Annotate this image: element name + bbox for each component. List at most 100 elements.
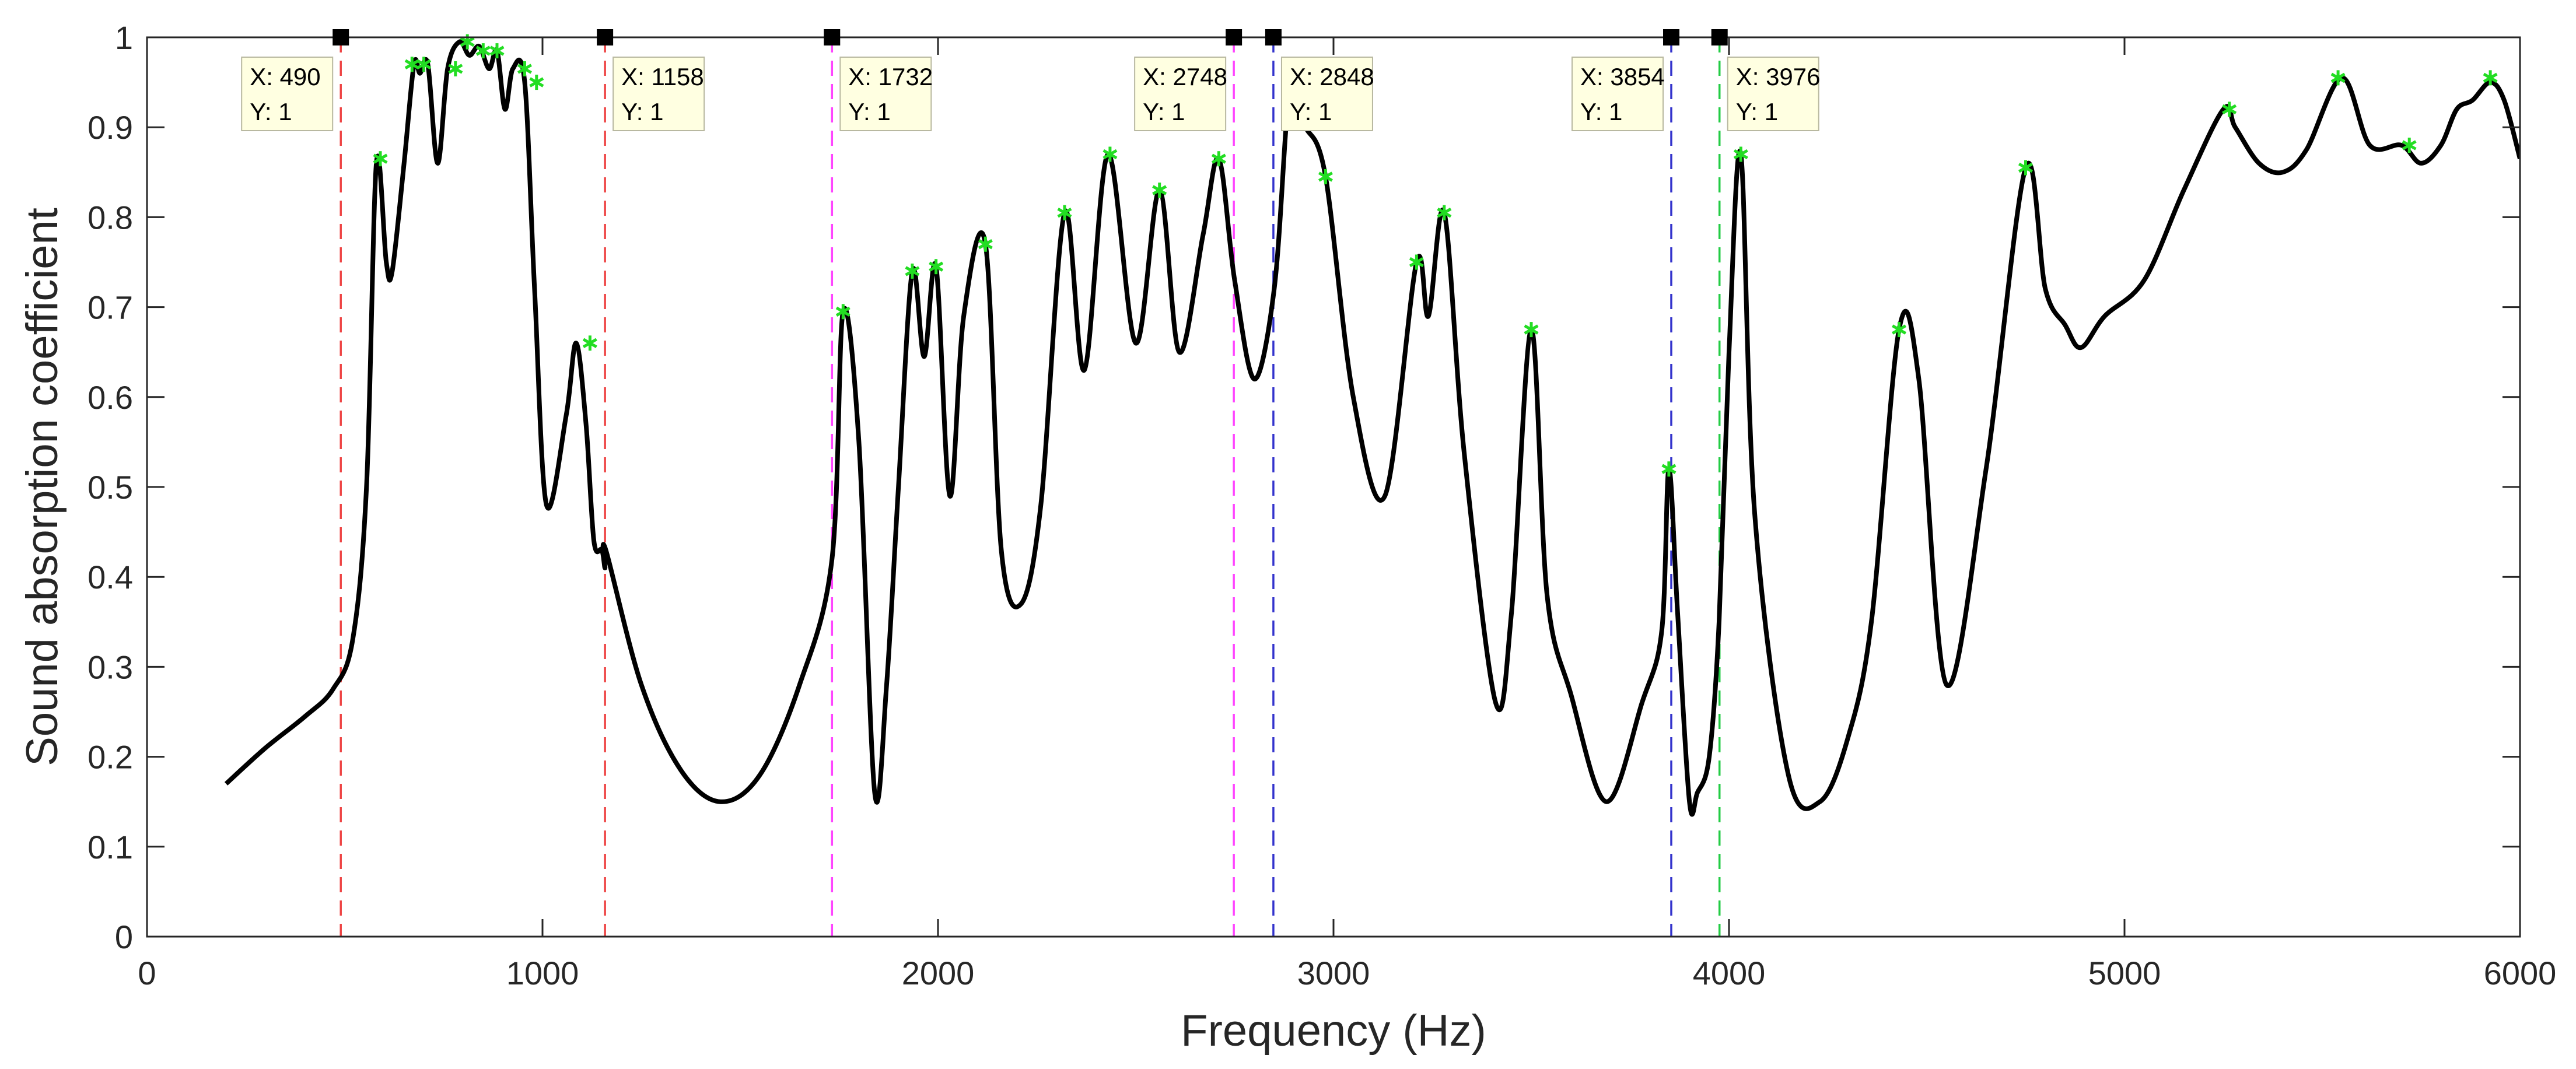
peak-marker [2483, 70, 2498, 86]
datatip[interactable]: X: 1158 Y: 1 [597, 29, 705, 131]
peak-marker [835, 304, 850, 320]
peak-marker [373, 151, 388, 167]
datatip-marker[interactable] [1711, 29, 1728, 45]
axis-ticks: 0 1000 2000 3000 4000 5000 6000 0 0.1 0.2 0.3 0.4 0.… [88, 19, 2556, 991]
datatip-marker[interactable] [1265, 29, 1282, 45]
peak-markers [373, 34, 2498, 477]
peak-marker-stroke [475, 45, 491, 56]
datatip-x-label: X: 3854 [1580, 63, 1665, 90]
datatip-x-label: X: 2848 [1290, 63, 1374, 90]
datatip-box [1572, 57, 1664, 131]
peak-marker [1102, 146, 1118, 162]
datatip-y-label: Y: 1 [848, 98, 890, 125]
peak-marker [1733, 146, 1748, 162]
peak-marker-stroke [1661, 464, 1676, 474]
peak-marker-stroke [1057, 208, 1072, 218]
peak-marker-stroke [2330, 72, 2346, 83]
peak-marker [404, 57, 419, 72]
datatip-box [241, 57, 334, 131]
peak-marker-stroke [2483, 72, 2498, 83]
peak-marker [416, 57, 432, 72]
datatip-marker[interactable] [1226, 29, 1242, 45]
peak-marker-stroke [1733, 149, 1748, 160]
peak-marker-stroke [416, 59, 432, 69]
y-tick-label: 0.4 [88, 559, 133, 595]
peak-marker-stroke [2018, 162, 2034, 173]
peak-marker-stroke [978, 239, 993, 250]
peak-marker [2222, 101, 2237, 117]
peak-marker-stroke [404, 59, 419, 69]
peak-marker [517, 61, 532, 76]
datatip-marker[interactable] [824, 29, 841, 45]
peak-marker-stroke [905, 266, 920, 276]
y-axis-title: Sound absorption coefficient [18, 208, 67, 766]
x-tick-label: 4000 [1693, 955, 1766, 991]
y-tick-label: 0.9 [88, 109, 133, 146]
peak-marker [929, 259, 944, 275]
peak-marker [1318, 169, 1333, 184]
y-tick-label: 0.1 [88, 829, 133, 865]
peak-marker-stroke [448, 64, 463, 74]
peak-marker [582, 335, 597, 351]
peak-marker-stroke [1892, 324, 1907, 335]
peak-marker [1437, 205, 1452, 220]
curve-group [224, 39, 2520, 817]
peak-marker-stroke [582, 338, 597, 348]
x-tick-label: 5000 [2088, 955, 2161, 991]
peak-marker-stroke [1211, 153, 1226, 164]
peak-marker-stroke [2402, 140, 2417, 150]
peak-marker-stroke [1437, 208, 1452, 218]
datatip[interactable]: X: 1732 Y: 1 [824, 29, 933, 131]
x-tick-label: 2000 [902, 955, 975, 991]
peak-marker-stroke [1524, 324, 1539, 335]
datatip[interactable]: X: 3976 Y: 1 [1711, 29, 1821, 131]
peak-marker [1152, 183, 1167, 198]
peak-marker [529, 75, 544, 90]
peak-marker-stroke [1152, 185, 1167, 195]
peak-marker-stroke [489, 45, 505, 56]
datatip-x-label: X: 1158 [621, 63, 704, 90]
peak-marker [905, 263, 920, 279]
datatip-box [1727, 57, 1819, 131]
x-tick-label: 6000 [2484, 955, 2557, 991]
datatip[interactable]: X: 2848 Y: 1 [1265, 29, 1374, 131]
y-tick-label: 0.7 [88, 289, 133, 326]
peak-marker-stroke [460, 37, 475, 47]
datatip[interactable]: X: 490 Y: 1 [241, 29, 349, 131]
peak-marker [489, 43, 505, 59]
x-axis-title: Frequency (Hz) [1181, 1006, 1486, 1056]
peak-marker-stroke [835, 306, 850, 317]
datatip-box [1134, 57, 1227, 131]
datatip-box [612, 57, 705, 131]
peak-marker-stroke [1409, 257, 1424, 268]
peak-marker [475, 43, 491, 59]
y-tick-label: 0.5 [88, 469, 133, 506]
peak-marker-stroke [373, 153, 388, 164]
peak-marker [1409, 254, 1424, 270]
peak-marker-stroke [517, 64, 532, 74]
datatip-x-label: X: 3976 [1736, 63, 1821, 90]
datatip-marker[interactable] [332, 29, 349, 45]
datatip-y-label: Y: 1 [1580, 98, 1622, 125]
peak-marker-stroke [529, 77, 544, 87]
peak-marker [1211, 151, 1226, 167]
peak-marker [1057, 205, 1072, 220]
x-tick-label: 3000 [1297, 955, 1370, 991]
y-tick-label: 0.8 [88, 199, 133, 236]
absorption-curve [224, 39, 2520, 817]
datatip[interactable]: X: 2748 Y: 1 [1134, 29, 1242, 131]
datatip-box [839, 57, 932, 131]
datatip-marker[interactable] [597, 29, 614, 45]
peak-marker-stroke [929, 261, 944, 272]
y-tick-label: 0.2 [88, 739, 133, 776]
peak-marker [978, 236, 993, 252]
peak-marker [2402, 138, 2417, 153]
datatip[interactable]: X: 3854 Y: 1 [1572, 29, 1680, 131]
datatip-x-label: X: 490 [250, 63, 320, 90]
peak-marker [1524, 322, 1539, 338]
peak-marker-stroke [1102, 149, 1118, 160]
datatip-marker[interactable] [1663, 29, 1680, 45]
x-tick-label: 0 [138, 955, 156, 991]
y-tick-label: 1 [115, 19, 133, 56]
